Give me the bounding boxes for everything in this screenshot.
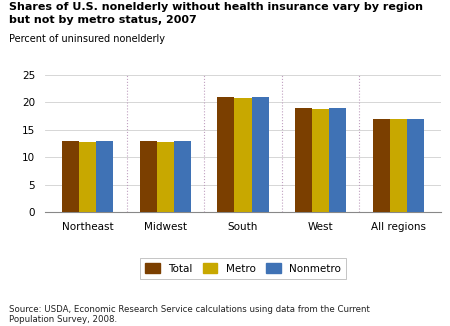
Bar xyxy=(234,98,252,212)
Bar xyxy=(217,97,234,212)
Bar xyxy=(295,108,312,212)
Text: Percent of uninsured nonelderly: Percent of uninsured nonelderly xyxy=(9,34,165,44)
Bar xyxy=(312,109,329,212)
Bar xyxy=(252,97,269,212)
Bar xyxy=(140,141,157,212)
Bar xyxy=(79,142,96,212)
Bar xyxy=(407,119,424,212)
Bar xyxy=(390,119,407,212)
Bar xyxy=(62,141,79,212)
Text: Shares of U.S. nonelderly without health insurance vary by region: Shares of U.S. nonelderly without health… xyxy=(9,2,423,12)
Bar xyxy=(157,142,174,212)
Text: Source: USDA, Economic Research Service calculations using data from the Current: Source: USDA, Economic Research Service … xyxy=(9,305,370,324)
Legend: Total, Metro, Nonmetro: Total, Metro, Nonmetro xyxy=(140,258,346,279)
Text: but not by metro status, 2007: but not by metro status, 2007 xyxy=(9,15,197,25)
Bar xyxy=(174,141,191,212)
Bar xyxy=(373,119,390,212)
Bar xyxy=(329,108,346,212)
Bar xyxy=(96,141,113,212)
